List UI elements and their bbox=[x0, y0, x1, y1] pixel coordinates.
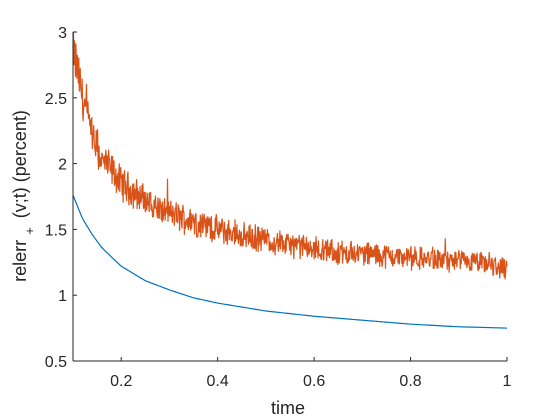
series-line-1 bbox=[72, 194, 508, 329]
x-tick-label: 0.4 bbox=[207, 373, 229, 390]
x-axis-title: time bbox=[271, 398, 305, 418]
axes bbox=[72, 32, 507, 362]
y-axis-title: relerr + (v;t) (percent) bbox=[10, 110, 37, 282]
y-axis-title-main: relerr bbox=[10, 240, 30, 282]
y-tick-label: 2.5 bbox=[45, 91, 67, 108]
x-tick-label: 0.8 bbox=[399, 373, 421, 390]
y-tick-label: 0.5 bbox=[45, 354, 67, 371]
y-tick-label: 2 bbox=[58, 157, 67, 174]
y-axis-ticks: 0.5 1 1.5 2 2.5 3 bbox=[45, 25, 77, 371]
x-axis-ticks: 0.2 0.4 0.6 0.8 1 bbox=[110, 357, 512, 390]
y-tick-label: 3 bbox=[58, 25, 67, 42]
y-tick-label: 1 bbox=[58, 288, 67, 305]
plot-area bbox=[72, 31, 508, 329]
y-axis-title-subscript: + bbox=[22, 227, 37, 235]
x-tick-label: 0.6 bbox=[303, 373, 325, 390]
x-tick-label: 0.2 bbox=[110, 373, 132, 390]
series-line-2 bbox=[72, 31, 508, 280]
y-axis-title-rest: (v;t) (percent) bbox=[10, 110, 30, 218]
x-tick-label: 1 bbox=[503, 373, 512, 390]
y-tick-label: 1.5 bbox=[45, 222, 67, 239]
